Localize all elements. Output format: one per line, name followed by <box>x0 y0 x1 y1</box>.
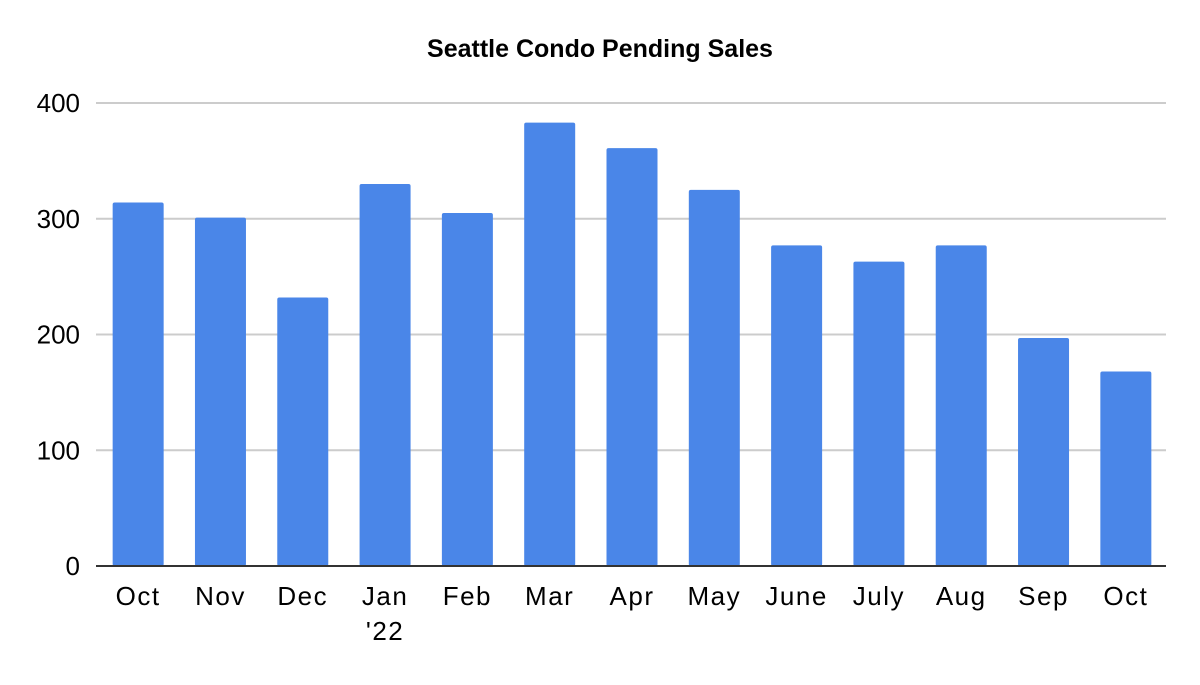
x-tick-label: Mar <box>525 581 574 611</box>
x-tick-label: Oct <box>1103 581 1148 611</box>
x-tick-label: Sep <box>1018 581 1069 611</box>
bar <box>935 245 987 566</box>
x-tick-label: Feb <box>443 581 492 611</box>
x-tick-label: Dec <box>277 581 328 611</box>
bar <box>441 212 493 566</box>
y-axis-ticks: 0 100 200 300 400 <box>37 88 80 581</box>
x-tick-label: July <box>853 581 905 611</box>
bar <box>771 245 823 566</box>
x-tick-label: Oct <box>116 581 161 611</box>
x-tick-label: Apr <box>610 581 655 611</box>
y-tick-label: 300 <box>37 204 80 234</box>
bars <box>112 122 1152 567</box>
x-tick-label: Aug <box>936 581 987 611</box>
bar <box>1018 337 1070 566</box>
x-tick-label: May <box>687 581 741 611</box>
bar <box>112 202 164 567</box>
bar <box>359 184 411 566</box>
chart-title: Seattle Condo Pending Sales <box>427 35 773 63</box>
bar <box>688 189 740 566</box>
y-tick-label: 400 <box>37 88 80 118</box>
x-tick-label: June <box>765 581 827 611</box>
bar <box>277 297 329 566</box>
y-tick-label: 200 <box>37 320 80 350</box>
y-tick-label: 100 <box>37 435 80 465</box>
bar <box>524 122 576 567</box>
x-tick-label: Jan '22 <box>362 581 408 646</box>
bar <box>1100 371 1152 566</box>
x-axis-ticks: Oct Nov Dec Jan '22 Feb Mar Apr May June July Aug Se… <box>116 581 1148 646</box>
bar <box>606 148 658 566</box>
bar <box>853 261 905 566</box>
x-tick-label: Nov <box>195 581 246 611</box>
bar <box>194 217 246 566</box>
y-tick-label: 0 <box>66 551 80 581</box>
